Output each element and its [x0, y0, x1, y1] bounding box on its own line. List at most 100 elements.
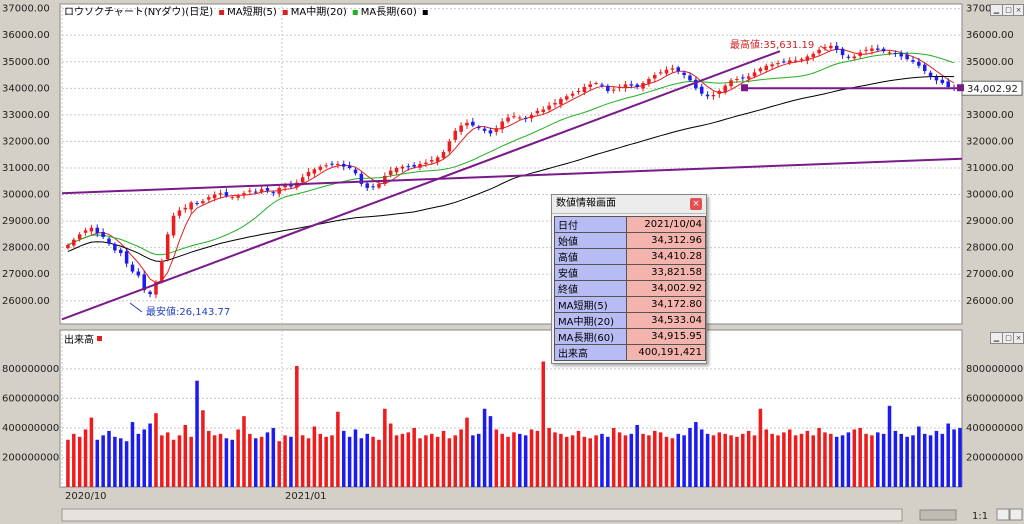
volume-bar [113, 436, 117, 487]
candle-body [922, 64, 927, 72]
volume-bar [688, 427, 692, 487]
date-label: 2020/10 [65, 491, 107, 502]
info-panel[interactable]: 数値情報画面 × 日付 2021/10/04 始値 34,312.96 高値 34,410… [551, 194, 707, 364]
trendline-support[interactable] [61, 50, 781, 321]
volume-bar [236, 429, 240, 487]
volume-bar [171, 439, 176, 487]
candle-body [447, 141, 452, 152]
candle-body [711, 94, 716, 97]
volume-bar [312, 426, 317, 487]
candle-body [576, 90, 581, 93]
volume-bar [958, 427, 962, 487]
info-key: 始値 [553, 232, 628, 249]
info-key: 安値 [553, 264, 628, 281]
candle-body [271, 192, 276, 194]
candle-body [588, 84, 592, 87]
candle-body [776, 63, 780, 65]
volume-bar [388, 423, 393, 487]
volume-bar [846, 432, 851, 487]
candle-body [600, 84, 604, 86]
volume-maximize-button[interactable]: □ [1002, 332, 1015, 344]
scroll-thumb[interactable] [919, 509, 957, 521]
price-tick-right: 33000.00 [966, 110, 1014, 121]
candle-body [353, 169, 358, 174]
candle-body [934, 76, 939, 81]
zoom-in-button[interactable] [1009, 508, 1023, 521]
info-row: 始値 34,312.96 [553, 232, 706, 249]
candle-body [564, 96, 569, 100]
info-key: 日付 [553, 216, 628, 233]
candle-body [471, 121, 475, 126]
candle-body [118, 249, 123, 253]
info-panel-title[interactable]: 数値情報画面 × [552, 195, 706, 214]
candle-body [465, 122, 469, 126]
volume-bar [682, 435, 686, 487]
candle-body [406, 166, 411, 168]
volume-bar [594, 435, 598, 487]
volume-bar [341, 430, 346, 487]
candle-body [435, 157, 440, 162]
volume-bar [107, 430, 111, 487]
candle-body [852, 56, 857, 59]
volume-bar [353, 429, 358, 487]
candle-body [653, 75, 657, 79]
volume-bar [928, 435, 933, 487]
candle-body [177, 210, 182, 216]
volume-bar [154, 413, 158, 487]
volume-bar [553, 432, 557, 487]
volume-bar [359, 438, 364, 487]
volume-bar [664, 436, 669, 487]
candle-body [89, 227, 94, 232]
candle-body [77, 234, 82, 240]
price-tick-right: 28000.00 [966, 243, 1014, 254]
volume-bar [764, 429, 769, 487]
zoom-label[interactable]: 1:1 [972, 511, 988, 522]
volume-bar [670, 438, 675, 487]
zoom-out-button[interactable] [996, 508, 1010, 521]
volume-bar [647, 435, 651, 487]
high-annotation: 最高値:35,631.19 [730, 38, 814, 51]
candle-body [823, 47, 827, 49]
volume-bar [118, 438, 123, 487]
info-row: 日付 2021/10/04 [553, 216, 706, 233]
volume-bar [887, 405, 892, 487]
price-tick-right: 27000.00 [966, 269, 1014, 280]
volume-bar [295, 365, 299, 487]
info-value: 2021/10/04 [626, 216, 706, 233]
candle-body [518, 117, 522, 119]
candle-body [154, 282, 158, 295]
candle-body [248, 190, 252, 192]
close-icon[interactable]: × [690, 198, 702, 210]
price-tick-right: 26000.00 [966, 296, 1014, 307]
volume-bar [787, 429, 792, 487]
volume-bar [271, 427, 276, 487]
candle-body [635, 84, 639, 87]
candle-body [160, 260, 164, 282]
price-tick-left: 28000.00 [2, 243, 50, 254]
candle-body [283, 185, 287, 188]
candle-body [746, 76, 751, 79]
volume-bar [124, 441, 129, 487]
candle-body [201, 201, 205, 204]
volume-bar [564, 436, 569, 487]
low-annotation: 最安値:26,143.77 [146, 305, 230, 318]
price-tick-left: 35000.00 [2, 57, 50, 68]
volume-bar [160, 435, 164, 487]
horizontal-line-handle[interactable] [741, 84, 748, 92]
candle-body [83, 230, 88, 233]
candle-body [341, 164, 346, 167]
horizontal-scrollbar[interactable] [61, 508, 903, 522]
volume-bar [858, 427, 862, 487]
info-value: 34,915.95 [626, 328, 706, 345]
pane-close-button[interactable]: × [1013, 4, 1024, 16]
candle-body [218, 193, 223, 195]
volume-bar [259, 436, 264, 487]
volume-bar [653, 430, 657, 487]
trendline-channel[interactable] [61, 157, 963, 195]
candle-body [236, 195, 240, 198]
volume-close-button[interactable]: × [1013, 332, 1024, 344]
candle-body [928, 72, 933, 77]
volume-bar [66, 439, 70, 487]
